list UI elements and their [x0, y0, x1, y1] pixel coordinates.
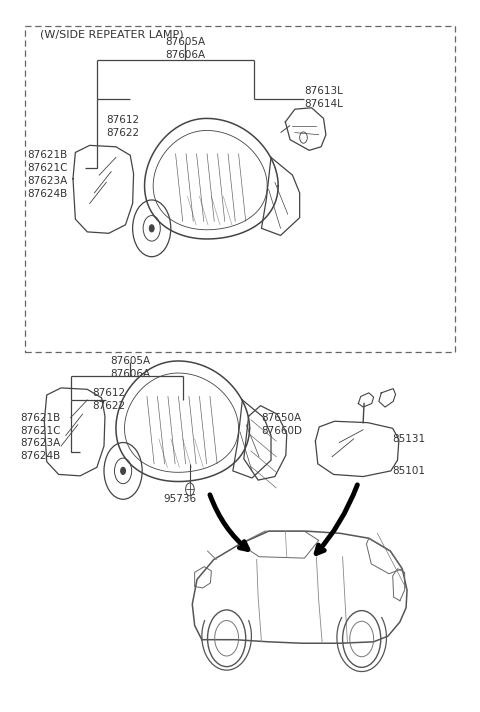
Text: 87621B
87621C
87623A
87624B: 87621B 87621C 87623A 87624B — [28, 150, 68, 199]
Text: 87621B
87621C
87623A
87624B: 87621B 87621C 87623A 87624B — [21, 413, 61, 461]
Text: 85131: 85131 — [393, 434, 426, 444]
Text: 95736: 95736 — [164, 494, 197, 504]
Text: 87650A
87660D: 87650A 87660D — [262, 413, 302, 436]
Text: 87605A
87606A: 87605A 87606A — [110, 356, 150, 379]
Text: 87612
87622: 87612 87622 — [107, 115, 140, 137]
Circle shape — [149, 225, 154, 232]
Text: 87613L
87614L: 87613L 87614L — [304, 86, 343, 110]
Circle shape — [120, 467, 125, 474]
Text: 85101: 85101 — [393, 466, 426, 476]
Text: (W/SIDE REPEATER LAMP): (W/SIDE REPEATER LAMP) — [39, 30, 183, 40]
Text: 87612
87622: 87612 87622 — [92, 388, 125, 411]
Bar — [25, 26, 455, 352]
Text: 87605A
87606A: 87605A 87606A — [165, 37, 205, 60]
